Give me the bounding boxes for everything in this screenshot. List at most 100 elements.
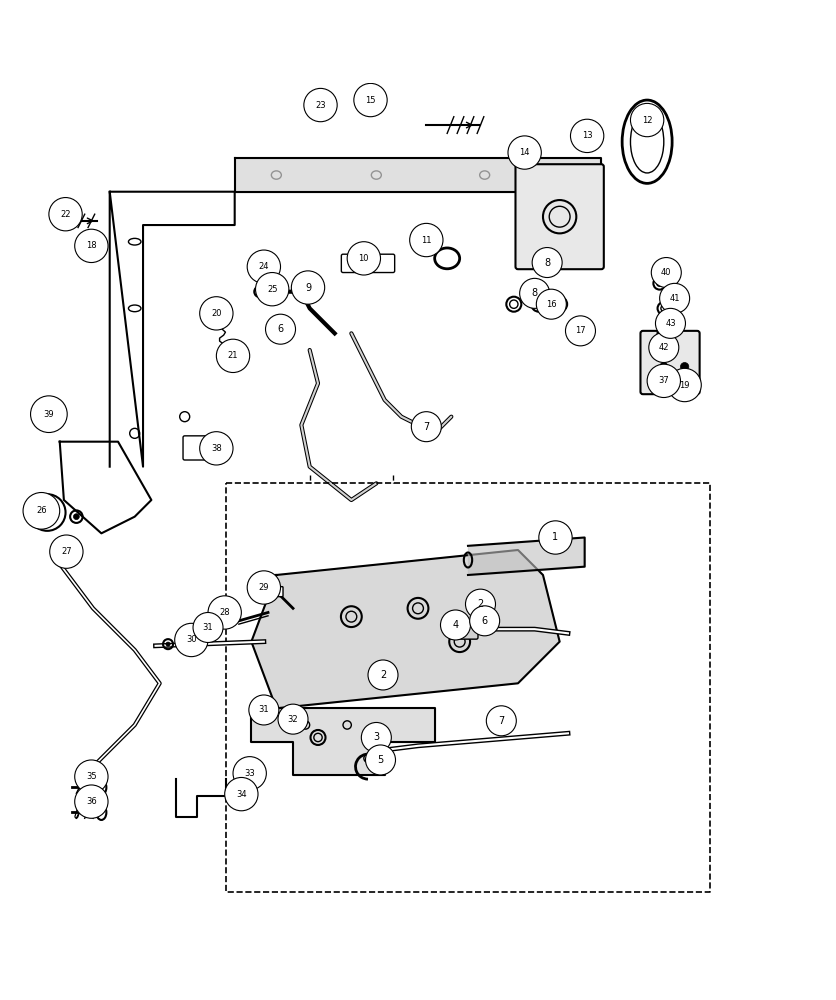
Text: 35: 35 — [86, 772, 97, 781]
Circle shape — [368, 660, 398, 690]
FancyBboxPatch shape — [640, 331, 700, 394]
Circle shape — [520, 278, 549, 308]
Text: 21: 21 — [227, 351, 238, 360]
Circle shape — [29, 494, 65, 531]
Text: 12: 12 — [642, 116, 652, 125]
Circle shape — [217, 339, 250, 373]
Text: 1: 1 — [553, 532, 558, 542]
Text: 10: 10 — [359, 254, 369, 263]
Circle shape — [292, 271, 324, 304]
Ellipse shape — [74, 514, 79, 520]
Text: 15: 15 — [365, 96, 375, 105]
Circle shape — [225, 777, 258, 811]
Circle shape — [303, 88, 337, 122]
Polygon shape — [252, 550, 559, 708]
Text: 22: 22 — [60, 210, 71, 219]
FancyBboxPatch shape — [183, 436, 224, 460]
Circle shape — [570, 119, 604, 153]
Text: 7: 7 — [498, 716, 504, 726]
Circle shape — [200, 297, 233, 330]
Ellipse shape — [660, 363, 668, 371]
Circle shape — [208, 596, 242, 629]
Circle shape — [74, 760, 108, 793]
Text: 9: 9 — [305, 283, 311, 293]
Circle shape — [565, 316, 595, 346]
Circle shape — [668, 368, 701, 402]
FancyBboxPatch shape — [341, 254, 395, 273]
Circle shape — [175, 623, 208, 657]
FancyBboxPatch shape — [263, 587, 283, 597]
FancyBboxPatch shape — [516, 164, 604, 269]
Text: 20: 20 — [212, 309, 222, 318]
Circle shape — [31, 396, 67, 433]
Text: 7: 7 — [423, 422, 430, 432]
Text: 8: 8 — [532, 288, 538, 298]
Text: 40: 40 — [661, 268, 671, 277]
Text: 42: 42 — [659, 343, 669, 352]
Text: 19: 19 — [680, 381, 690, 390]
Circle shape — [49, 535, 83, 568]
Text: 37: 37 — [659, 376, 669, 385]
Circle shape — [266, 314, 295, 344]
Text: 3: 3 — [374, 732, 380, 742]
Circle shape — [247, 571, 281, 604]
Text: 32: 32 — [288, 715, 298, 724]
Circle shape — [441, 610, 471, 640]
Text: 31: 31 — [258, 705, 269, 714]
Text: 18: 18 — [86, 241, 97, 250]
Text: 6: 6 — [278, 324, 283, 334]
Text: 28: 28 — [219, 608, 230, 617]
Text: 29: 29 — [258, 583, 269, 592]
Circle shape — [411, 412, 441, 442]
Circle shape — [649, 333, 679, 363]
Ellipse shape — [166, 642, 170, 646]
Circle shape — [23, 493, 59, 529]
Circle shape — [410, 223, 443, 257]
Text: 34: 34 — [236, 790, 247, 799]
Text: 11: 11 — [421, 236, 431, 245]
Text: 8: 8 — [544, 258, 550, 268]
Circle shape — [74, 229, 108, 263]
Text: 41: 41 — [670, 294, 680, 303]
Text: 30: 30 — [186, 635, 196, 644]
Circle shape — [354, 83, 387, 117]
Circle shape — [233, 757, 267, 790]
Circle shape — [470, 606, 500, 636]
Text: 23: 23 — [315, 101, 326, 110]
Text: 5: 5 — [377, 755, 384, 765]
Circle shape — [647, 364, 681, 398]
Text: 33: 33 — [244, 769, 255, 778]
Circle shape — [539, 521, 572, 554]
Text: 25: 25 — [267, 285, 278, 294]
Text: 43: 43 — [665, 319, 675, 328]
Circle shape — [347, 242, 380, 275]
Circle shape — [74, 785, 108, 818]
Text: 4: 4 — [452, 620, 459, 630]
Text: 2: 2 — [477, 599, 483, 609]
Circle shape — [365, 745, 395, 775]
Circle shape — [278, 704, 308, 734]
Circle shape — [630, 103, 664, 137]
Text: 2: 2 — [380, 670, 386, 680]
Circle shape — [655, 308, 686, 338]
Text: 16: 16 — [546, 300, 557, 309]
Text: 27: 27 — [61, 547, 72, 556]
FancyBboxPatch shape — [450, 621, 478, 639]
Polygon shape — [252, 708, 435, 775]
Circle shape — [651, 258, 681, 288]
Circle shape — [361, 722, 391, 752]
Text: 31: 31 — [202, 623, 213, 632]
Text: 38: 38 — [211, 444, 222, 453]
Ellipse shape — [681, 363, 689, 371]
Text: 39: 39 — [43, 410, 54, 419]
Text: 17: 17 — [575, 326, 586, 335]
Circle shape — [466, 589, 496, 619]
Text: 6: 6 — [482, 616, 487, 626]
Text: 26: 26 — [36, 506, 47, 515]
Circle shape — [508, 136, 542, 169]
Text: 14: 14 — [519, 148, 530, 157]
Text: 24: 24 — [258, 262, 269, 271]
Circle shape — [200, 432, 233, 465]
Circle shape — [193, 612, 223, 642]
Circle shape — [247, 250, 281, 283]
